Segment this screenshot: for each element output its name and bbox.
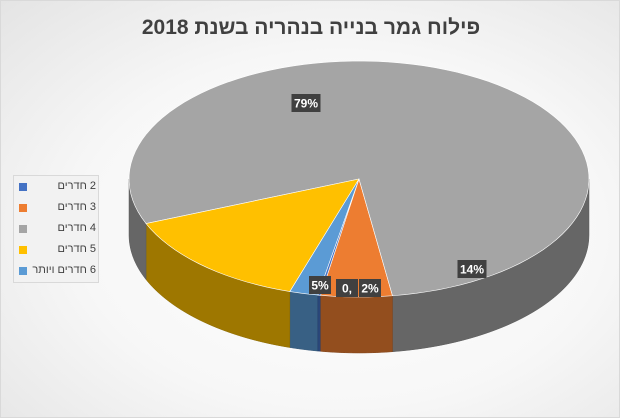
legend-swatch [19, 225, 27, 233]
data-label: 79% [294, 97, 318, 111]
pie-slice-side [320, 295, 393, 354]
chart-title: פילוח גמר בנייה בנהריה בשנת 2018 [142, 16, 480, 39]
legend-item: 2 חדרים [14, 178, 98, 198]
legend-label: 4 חדרים [57, 222, 97, 234]
data-label: 0, [342, 282, 352, 296]
legend-swatch [19, 267, 27, 275]
legend-item: 3 חדרים [14, 199, 98, 219]
data-label-box [309, 276, 331, 294]
legend-label: 3 חדרים [57, 201, 97, 213]
legend-item: 5 חדרים [14, 241, 98, 261]
legend-swatch [19, 246, 27, 254]
plot-area: 0, 5% 79% 14% 2% [128, 60, 590, 354]
data-label: 14% [460, 263, 484, 277]
data-label: 5% [311, 279, 329, 293]
legend: 2 חדרים 3 חדרים 4 חדרים 5 חדרים 6 חדרים … [13, 175, 99, 283]
pie-slice-side [317, 294, 321, 352]
legend-swatch [19, 204, 27, 212]
legend-label: 2 חדרים [57, 180, 97, 192]
legend-item: 6 חדרים ויותר [14, 262, 98, 282]
data-label-box [359, 279, 381, 297]
data-label-box [457, 260, 487, 278]
legend-label: 5 חדרים [57, 243, 97, 255]
pie-slice [289, 178, 360, 296]
pie-slice [128, 60, 590, 297]
pie-slice-side [289, 291, 319, 352]
data-label: 2% [361, 282, 379, 296]
legend-item: 4 חדרים [14, 220, 98, 240]
pie-slice [145, 178, 360, 292]
legend-label: 6 חדרים ויותר [32, 264, 96, 276]
data-label-box [336, 279, 358, 297]
legend-swatch [19, 183, 27, 191]
data-label-box [291, 94, 321, 112]
